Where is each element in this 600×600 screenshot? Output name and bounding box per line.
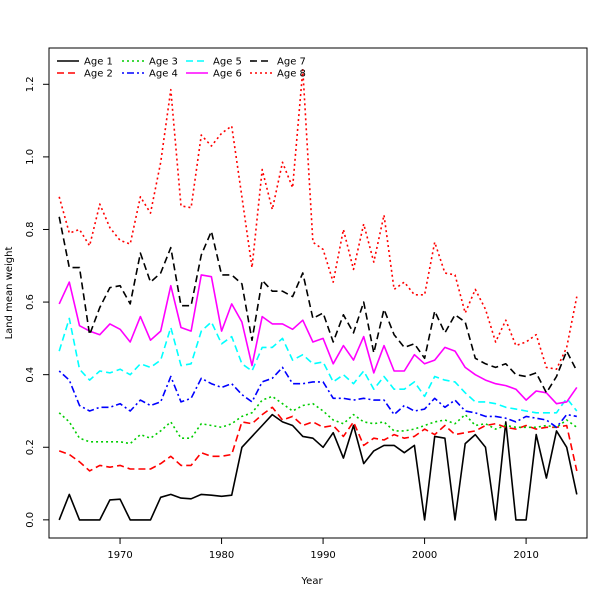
legend-label: Age 2	[84, 69, 113, 80]
x-axis: 1970 1980 1990 2000 2010	[107, 538, 539, 561]
series-line-age-6	[58, 274, 578, 405]
legend-label: Age 8	[277, 69, 306, 80]
y-tick-label: 0.8	[25, 222, 36, 238]
x-tick-label: 1970	[107, 550, 132, 561]
legend-label: Age 6	[213, 69, 242, 80]
series-layer	[58, 69, 578, 521]
series-line-age-1	[58, 413, 578, 521]
series-line-age-3	[58, 395, 578, 445]
series-line-age-2	[58, 406, 578, 472]
y-tick-label: 0.2	[25, 439, 36, 455]
legend-label: Age 3	[149, 57, 178, 68]
y-tick-label: 1.2	[25, 76, 36, 92]
legend-label: Age 5	[213, 57, 242, 68]
series-line-age-5	[58, 317, 578, 414]
legend-label: Age 4	[149, 69, 178, 80]
y-tick-label: 0.6	[25, 294, 36, 310]
x-tick-label: 2000	[412, 550, 437, 561]
series-line-age-4	[58, 366, 577, 429]
y-tick-label: 0.4	[25, 367, 36, 383]
x-tick-label: 1990	[310, 550, 335, 561]
legend-label: Age 7	[277, 57, 306, 68]
y-tick-label: 0.0	[25, 512, 36, 528]
x-tick-label: 2010	[513, 550, 538, 561]
series-line-age-8	[58, 69, 578, 371]
y-axis: 0.0 0.2 0.4 0.6 0.8 1.0 1.2	[25, 76, 49, 528]
x-axis-label: Year	[300, 576, 323, 587]
legend-label: Age 1	[84, 57, 113, 68]
y-tick-label: 1.0	[25, 149, 36, 165]
x-tick-label: 1980	[209, 550, 234, 561]
plot-frame	[48, 47, 588, 539]
y-axis-label: Land mean weight	[4, 247, 15, 340]
series-line-age-7	[58, 216, 578, 394]
